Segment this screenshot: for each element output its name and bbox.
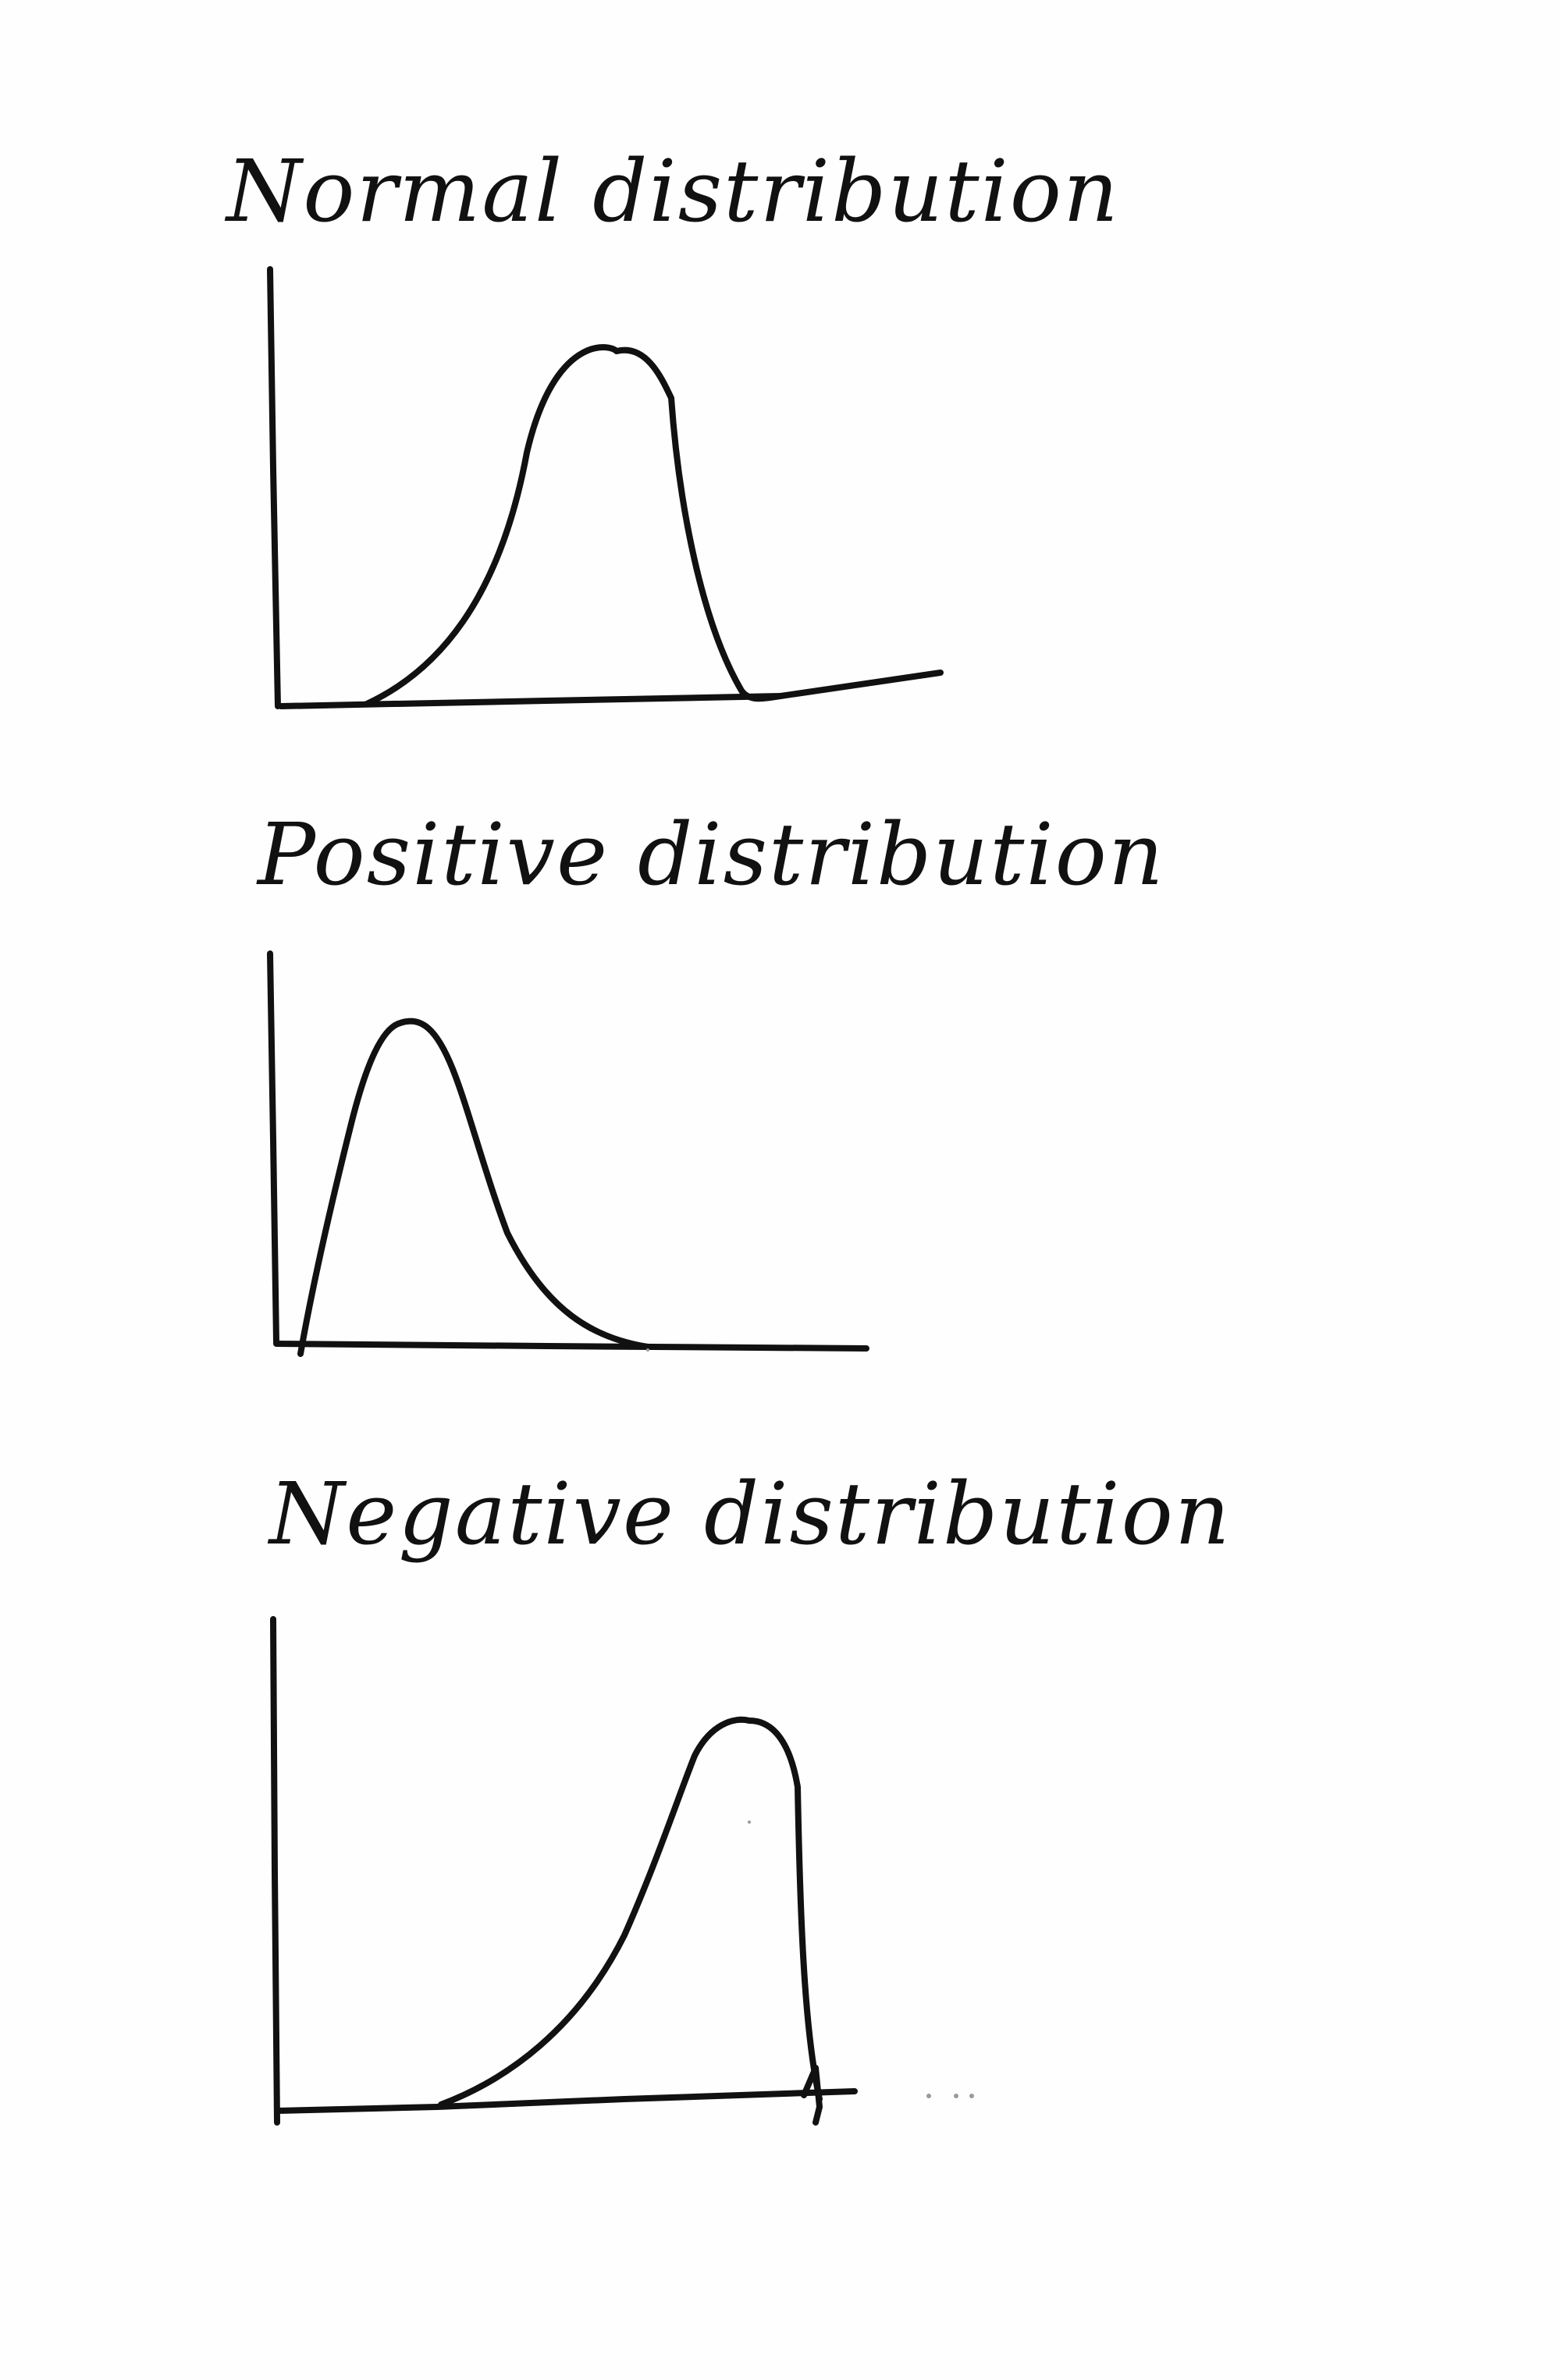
paper-speck [748,1821,751,1824]
positive-x-axis [273,1341,869,1352]
normal-x-axis [278,670,944,709]
normal-curve [364,344,784,707]
negative-distribution-plot [270,1616,858,2126]
paper-speck [969,2094,974,2098]
normal-distribution-title: Normal distribution [226,141,1120,241]
normal-distribution-plot [267,266,944,709]
positive-y-axis [267,950,279,1345]
normal-y-axis [267,266,281,709]
negative-y-axis [270,1616,280,2126]
positive-distribution-title: Positive distribution [258,805,1165,904]
positive-curve [297,1018,651,1357]
negative-curve [438,1716,823,2126]
paper-speck [646,1348,649,1352]
negative-x-axis [274,2088,858,2114]
paper-speck [954,2094,958,2098]
paper-speck [926,2094,931,2098]
positive-distribution-plot [267,950,869,1357]
negative-distribution-title: Negative distribution [269,1464,1232,1564]
